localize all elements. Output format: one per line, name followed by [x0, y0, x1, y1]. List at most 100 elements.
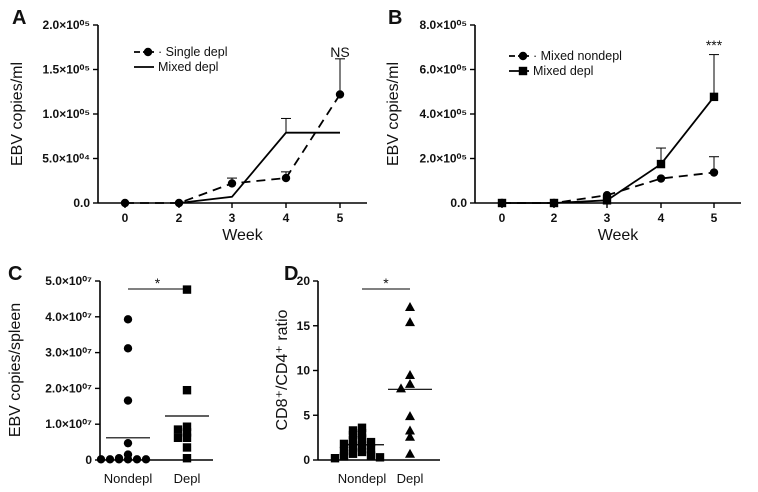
y-tick-label: 0 — [303, 453, 310, 467]
y-tick-label: 0 — [85, 453, 92, 467]
y-axis-label: EBV copies/spleen — [7, 303, 24, 437]
x-axis-label: Week — [598, 227, 640, 244]
y-tick-label: 5.0×10⁰⁴ — [42, 152, 90, 166]
data-point — [405, 317, 415, 327]
data-point — [405, 425, 415, 435]
y-axis-label: EBV copies/ml — [385, 62, 402, 166]
x-category-label: Depl — [174, 471, 201, 486]
significance-label: * — [155, 275, 161, 291]
y-tick-label: 4.0×10⁰⁷ — [45, 310, 92, 324]
x-tick-label: 3 — [229, 211, 236, 225]
data-point — [656, 159, 666, 169]
x-tick-label: 0 — [499, 211, 506, 225]
significance-label: * — [383, 275, 389, 291]
data-point — [123, 455, 133, 464]
data-point — [375, 453, 385, 462]
significance-label: *** — [706, 37, 723, 53]
panel-label: A — [12, 7, 26, 29]
data-point — [132, 455, 142, 464]
data-point — [123, 396, 133, 405]
panel-label: C — [8, 263, 22, 285]
data-point — [348, 449, 358, 458]
data-point — [182, 428, 192, 437]
data-point — [357, 441, 367, 450]
data-point — [405, 411, 415, 421]
data-point — [281, 173, 291, 183]
panel-label: D — [284, 263, 298, 285]
data-point — [182, 433, 192, 443]
y-tick-label: 0.0 — [73, 196, 90, 210]
y-tick-label: 1.0×10⁰⁵ — [43, 107, 90, 121]
x-category-label: Nondepl — [104, 471, 153, 486]
data-point — [182, 422, 192, 431]
y-tick-label: 2.0×10⁰⁵ — [420, 152, 467, 166]
data-point — [366, 437, 376, 447]
legend-label: · Single depl — [158, 45, 228, 59]
data-point — [709, 92, 719, 102]
data-point — [602, 196, 612, 205]
data-point — [405, 448, 415, 458]
data-point — [96, 455, 106, 464]
legend-label: Mixed depl — [533, 64, 593, 78]
data-point — [182, 443, 192, 452]
y-tick-label: 2.0×10⁰⁵ — [43, 18, 90, 32]
data-point — [123, 315, 133, 324]
data-point — [182, 285, 192, 294]
data-point — [357, 447, 367, 457]
data-point — [497, 198, 507, 208]
y-tick-label: 10 — [297, 364, 311, 378]
data-point — [405, 301, 415, 311]
y-tick-label: 20 — [297, 274, 311, 288]
data-point — [709, 168, 719, 177]
x-tick-label: 0 — [122, 211, 129, 225]
data-point — [339, 452, 349, 461]
data-point — [339, 439, 349, 449]
x-tick-label: 4 — [658, 211, 665, 225]
data-point — [366, 451, 376, 460]
y-tick-label: 6.0×10⁰⁵ — [420, 63, 467, 77]
data-point — [405, 431, 415, 441]
significance-label: NS — [330, 44, 349, 60]
data-point — [348, 426, 358, 435]
data-point — [123, 344, 133, 353]
data-point — [357, 434, 367, 443]
x-tick-label: 5 — [711, 211, 718, 225]
data-point — [348, 430, 358, 440]
x-tick-label: 2 — [551, 211, 558, 225]
panel-label: B — [388, 7, 402, 29]
y-tick-label: 2.0×10⁰⁷ — [45, 381, 92, 395]
legend-marker — [518, 66, 528, 76]
y-tick-label: 0.0 — [450, 196, 467, 210]
x-category-label: Depl — [397, 471, 424, 486]
x-tick-label: 5 — [337, 211, 344, 225]
data-point — [173, 433, 183, 443]
data-point — [123, 438, 133, 448]
legend-label: Mixed depl — [158, 60, 218, 74]
x-tick-label: 3 — [604, 211, 611, 225]
x-axis-label: Week — [222, 227, 264, 244]
data-point — [120, 198, 130, 208]
legend-marker — [143, 47, 153, 57]
data-point — [227, 179, 237, 188]
data-point — [348, 443, 358, 452]
data-point — [549, 198, 559, 208]
x-tick-label: 4 — [283, 211, 290, 225]
data-point — [396, 383, 406, 393]
data-point — [405, 378, 415, 388]
y-tick-label: 1.5×10⁰⁵ — [43, 63, 90, 77]
data-point — [357, 423, 367, 432]
data-point — [182, 454, 192, 463]
series-line-mixed-depl — [502, 96, 715, 204]
y-tick-label: 15 — [297, 319, 311, 333]
y-axis-label: CD8⁺/CD4⁺ ratio — [274, 309, 291, 430]
series-line-mixed-depl — [178, 131, 340, 204]
y-tick-label: 5 — [303, 408, 310, 422]
data-point — [656, 174, 666, 183]
y-axis-label: EBV copies/ml — [9, 62, 26, 166]
data-point — [339, 446, 349, 456]
data-point — [173, 425, 183, 434]
x-category-label: Nondepl — [338, 471, 387, 486]
y-tick-label: 3.0×10⁰⁷ — [45, 346, 92, 360]
y-tick-label: 1.0×10⁰⁷ — [45, 417, 92, 431]
